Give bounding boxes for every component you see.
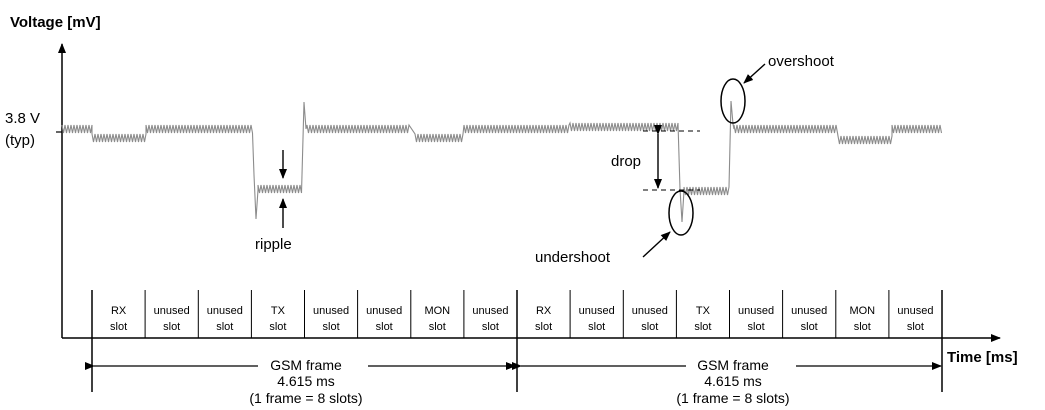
slot-label-10: unused — [579, 305, 615, 317]
drop-label: drop — [611, 153, 641, 170]
slot-sublabel-4: slot — [269, 321, 286, 333]
slot-label-12: TX — [696, 305, 711, 317]
slot-sublabel-16: slot — [907, 321, 924, 333]
frame-2-note: (1 frame = 8 slots) — [676, 390, 789, 406]
slot-label-11: unused — [632, 305, 668, 317]
slot-label-13: unused — [738, 305, 774, 317]
frame-2-title: GSM frame — [697, 357, 769, 373]
slot-label-1: RX — [111, 305, 127, 317]
slot-label-3: unused — [207, 305, 243, 317]
slot-sublabel-7: slot — [429, 321, 446, 333]
slot-label-2: unused — [154, 305, 190, 317]
slot-label-4: TX — [271, 305, 286, 317]
slot-sublabel-13: slot — [748, 321, 765, 333]
overshoot-label: overshoot — [768, 53, 835, 70]
overshoot-marker — [720, 78, 746, 124]
x-axis-title: Time [ms] — [947, 349, 1018, 366]
slot-sublabel-5: slot — [323, 321, 340, 333]
slot-sublabel-2: slot — [163, 321, 180, 333]
voltage-waveform — [61, 100, 943, 223]
y-tick-note: (typ) — [5, 132, 35, 149]
overshoot-arrow — [743, 63, 766, 84]
slot-label-8: unused — [472, 305, 508, 317]
slot-label-6: unused — [366, 305, 402, 317]
slot-grid — [91, 290, 943, 392]
slot-sublabel-10: slot — [588, 321, 605, 333]
y-axis-title: Voltage [mV] — [10, 14, 101, 31]
undershoot-arrow — [642, 231, 671, 258]
slot-sublabel-15: slot — [854, 321, 871, 333]
undershoot-label: undershoot — [535, 249, 611, 266]
frame-1-title: GSM frame — [270, 357, 342, 373]
frame-1-duration: 4.615 ms — [277, 373, 335, 389]
frame-1-note: (1 frame = 8 slots) — [249, 390, 362, 406]
slot-label-5: unused — [313, 305, 349, 317]
slot-sublabel-9: slot — [535, 321, 552, 333]
slot-labels: RX slot unused slot unused slot TX slot unused sl… — [110, 305, 933, 333]
undershoot-marker — [668, 190, 694, 236]
slot-sublabel-1: slot — [110, 321, 127, 333]
frame-2-duration: 4.615 ms — [704, 373, 762, 389]
y-tick-value: 3.8 V — [5, 110, 40, 127]
slot-sublabel-3: slot — [216, 321, 233, 333]
slot-label-7: MON — [424, 305, 450, 317]
slot-label-16: unused — [897, 305, 933, 317]
slot-sublabel-11: slot — [641, 321, 658, 333]
slot-label-15: MON — [849, 305, 875, 317]
slot-sublabel-8: slot — [482, 321, 499, 333]
slot-sublabel-14: slot — [801, 321, 818, 333]
slot-label-9: RX — [536, 305, 552, 317]
slot-label-14: unused — [791, 305, 827, 317]
slot-sublabel-6: slot — [376, 321, 393, 333]
ripple-label: ripple — [255, 236, 292, 253]
slot-sublabel-12: slot — [694, 321, 711, 333]
